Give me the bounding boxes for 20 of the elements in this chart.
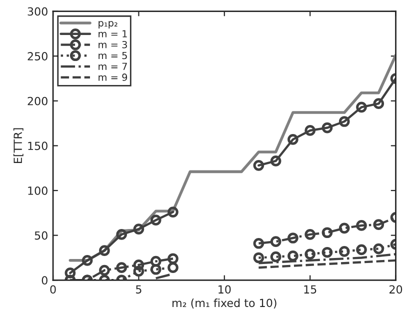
legend-label: m = 1 <box>98 30 127 38</box>
x-tick-label: 20 <box>390 285 402 294</box>
y-tick-label: 250 <box>28 52 48 60</box>
legend-label: m = 7 <box>98 62 127 70</box>
x-tick-label: 10 <box>218 285 231 294</box>
x-tick-label: 5 <box>136 285 142 294</box>
y-tick-label: 150 <box>28 142 48 150</box>
y-tick-label: 50 <box>34 231 48 240</box>
y-tick-label: 300 <box>28 7 48 16</box>
y-tick-label: 100 <box>28 186 48 195</box>
y-tick-label: 200 <box>28 96 48 106</box>
y-axis-title: E[TTR] <box>13 128 24 164</box>
legend-label: m = 5 <box>98 52 127 60</box>
x-tick-label: 0 <box>50 285 56 294</box>
legend-label: p₁p₂ <box>98 20 118 28</box>
y-tick-label: 0 <box>42 276 48 285</box>
x-axis-title: m₂ (m₁ fixed to 10) <box>172 298 276 308</box>
legend-label: m = 9 <box>98 74 128 81</box>
legend-label: m = 3 <box>98 40 127 48</box>
x-tick-label: 15 <box>304 285 316 294</box>
